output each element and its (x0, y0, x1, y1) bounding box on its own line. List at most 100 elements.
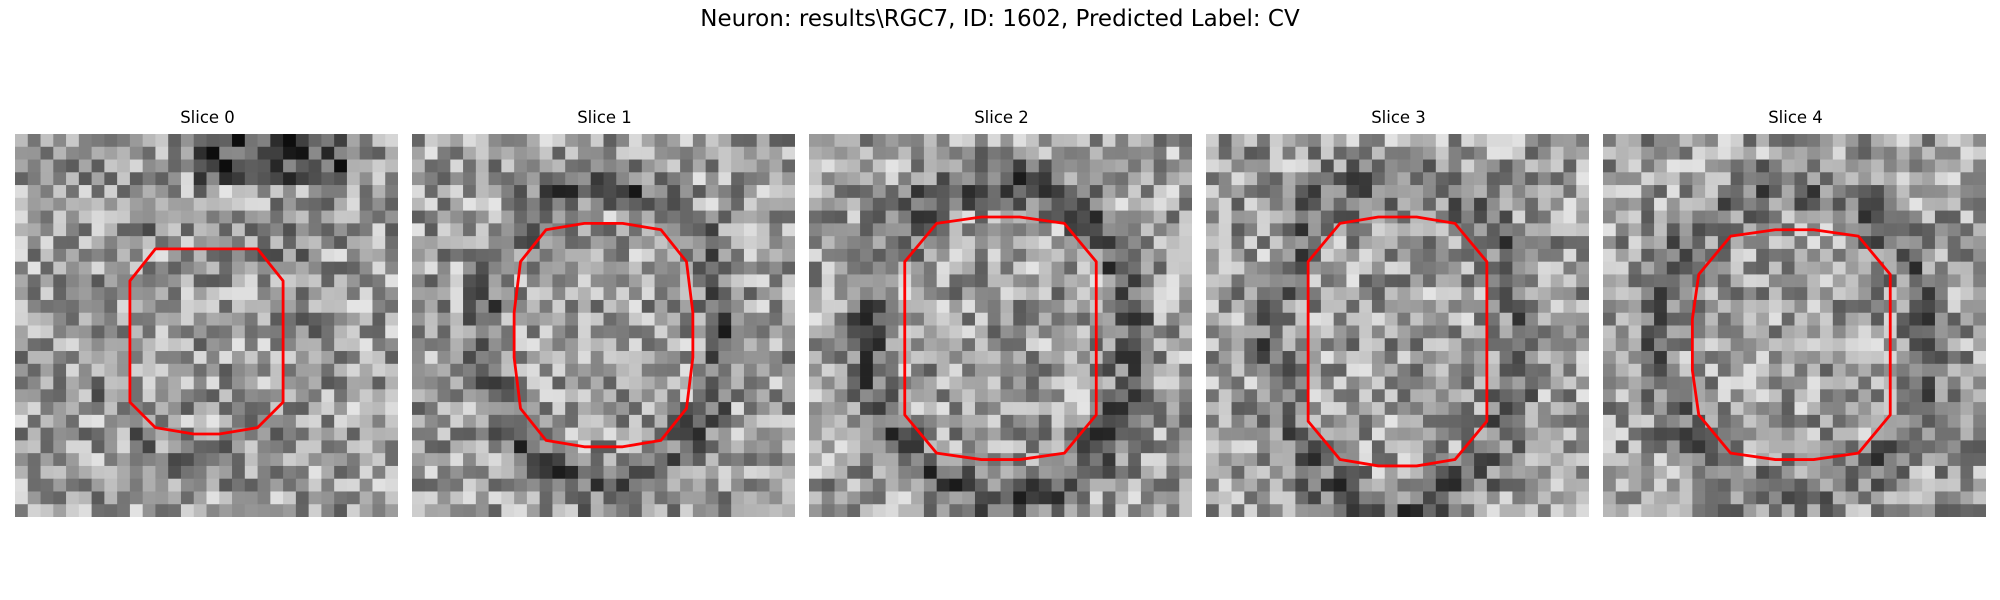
image-pixel (591, 300, 604, 313)
image-pixel (540, 274, 553, 287)
image-pixel (718, 198, 731, 211)
image-pixel (1219, 491, 1232, 504)
image-pixel (988, 377, 1001, 390)
image-pixel (232, 211, 245, 224)
image-pixel (1270, 402, 1283, 415)
image-pixel (296, 338, 309, 351)
image-pixel (425, 134, 438, 147)
image-pixel (1846, 504, 1859, 517)
image-pixel (1219, 223, 1232, 236)
image-pixel (1206, 351, 1219, 364)
image-pixel (898, 172, 911, 185)
image-pixel (501, 364, 514, 377)
image-pixel (1346, 389, 1359, 402)
image-pixel (680, 185, 693, 198)
image-pixel (1884, 491, 1897, 504)
image-pixel (1052, 249, 1065, 262)
image-pixel (540, 491, 553, 504)
image-pixel (873, 389, 886, 402)
image-pixel (143, 274, 156, 287)
image-pixel (1500, 402, 1513, 415)
image-pixel (1474, 223, 1487, 236)
image-pixel (28, 466, 41, 479)
image-pixel (782, 440, 795, 453)
image-pixel (181, 211, 194, 224)
image-pixel (937, 249, 950, 262)
image-pixel (1410, 491, 1423, 504)
image-pixel (1179, 134, 1192, 147)
image-pixel (1064, 466, 1077, 479)
image-pixel (1321, 313, 1334, 326)
image-pixel (1743, 313, 1756, 326)
image-pixel (1064, 326, 1077, 339)
image-pixel (552, 287, 565, 300)
image-pixel (937, 491, 950, 504)
image-pixel (1398, 440, 1411, 453)
image-pixel (975, 249, 988, 262)
image-pixel (66, 504, 79, 517)
image-pixel (181, 389, 194, 402)
image-pixel (385, 274, 398, 287)
image-pixel (1769, 338, 1782, 351)
image-pixel (463, 313, 476, 326)
image-pixel (744, 198, 757, 211)
image-pixel (924, 389, 937, 402)
image-pixel (104, 211, 117, 224)
image-pixel (66, 402, 79, 415)
image-pixel (757, 185, 770, 198)
image-pixel (860, 160, 873, 173)
image-pixel (873, 274, 886, 287)
image-pixel (117, 262, 130, 275)
image-pixel (385, 479, 398, 492)
image-pixel (1563, 479, 1576, 492)
image-pixel (1385, 453, 1398, 466)
image-pixel (744, 326, 757, 339)
image-pixel (1219, 147, 1232, 160)
image-pixel (1718, 198, 1731, 211)
image-pixel (1257, 134, 1270, 147)
image-pixel (296, 300, 309, 313)
image-pixel (412, 389, 425, 402)
image-pixel (527, 377, 540, 390)
image-pixel (1270, 211, 1283, 224)
image-pixel (693, 389, 706, 402)
image-pixel (1115, 440, 1128, 453)
image-pixel (1206, 223, 1219, 236)
image-pixel (1474, 351, 1487, 364)
image-pixel (1346, 249, 1359, 262)
image-pixel (1525, 440, 1538, 453)
image-pixel (1052, 274, 1065, 287)
image-pixel (1013, 364, 1026, 377)
image-pixel (1756, 466, 1769, 479)
image-pixel (1563, 147, 1576, 160)
image-pixel (604, 377, 617, 390)
image-pixel (155, 160, 168, 173)
image-pixel (731, 377, 744, 390)
image-pixel (1743, 428, 1756, 441)
image-pixel (1629, 338, 1642, 351)
image-pixel (962, 236, 975, 249)
slice-panel-3: Slice 3 (1206, 108, 1591, 518)
image-pixel (1295, 479, 1308, 492)
image-pixel (616, 504, 629, 517)
image-pixel (1563, 428, 1576, 441)
image-pixel (347, 147, 360, 160)
image-pixel (1858, 274, 1871, 287)
image-pixel (1922, 491, 1935, 504)
image-pixel (79, 466, 92, 479)
image-pixel (1820, 160, 1833, 173)
image-pixel (372, 479, 385, 492)
image-pixel (347, 223, 360, 236)
image-pixel (270, 504, 283, 517)
image-pixel (1372, 415, 1385, 428)
image-pixel (757, 338, 770, 351)
image-pixel (476, 287, 489, 300)
image-pixel (181, 236, 194, 249)
image-pixel (911, 134, 924, 147)
image-pixel (1909, 338, 1922, 351)
image-pixel (835, 274, 848, 287)
image-pixel (1743, 479, 1756, 492)
image-pixel (1871, 313, 1884, 326)
image-pixel (1833, 262, 1846, 275)
image-pixel (782, 287, 795, 300)
